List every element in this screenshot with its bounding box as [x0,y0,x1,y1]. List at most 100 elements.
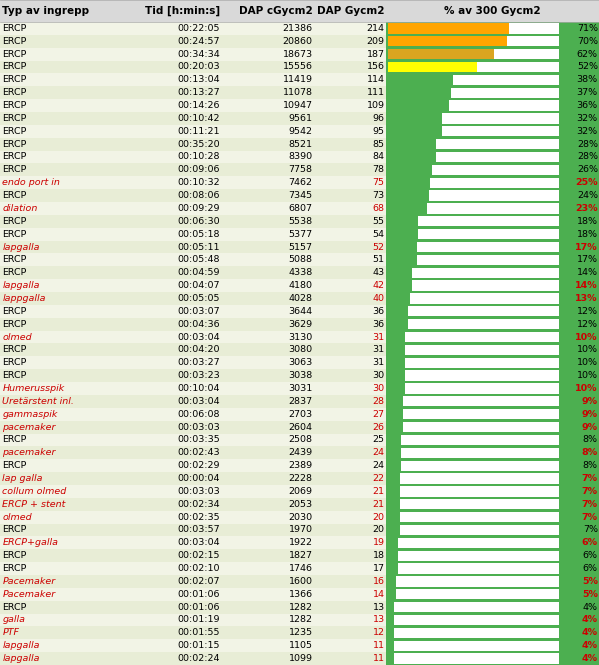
Text: 22: 22 [373,474,385,483]
FancyBboxPatch shape [388,602,559,612]
Text: 5157: 5157 [289,243,313,251]
Text: 00:09:06: 00:09:06 [177,166,220,174]
FancyBboxPatch shape [388,409,403,420]
Text: olmed: olmed [2,513,32,521]
Text: 28%: 28% [577,152,598,162]
Text: 14%: 14% [575,281,598,290]
Text: Uretärstent inl.: Uretärstent inl. [2,397,74,406]
FancyBboxPatch shape [388,396,403,406]
FancyBboxPatch shape [386,549,599,562]
FancyBboxPatch shape [0,588,599,600]
Text: 85: 85 [373,140,385,148]
Text: ERCP: ERCP [2,63,27,71]
Text: 70%: 70% [577,37,598,46]
Text: 8390: 8390 [289,152,313,162]
Text: 17%: 17% [577,255,598,265]
FancyBboxPatch shape [386,434,599,446]
FancyBboxPatch shape [386,35,599,48]
Text: 84: 84 [373,152,385,162]
Text: 5088: 5088 [289,255,313,265]
Text: 20: 20 [373,513,385,521]
Text: 10%: 10% [577,358,598,367]
FancyBboxPatch shape [0,150,599,164]
Text: 3038: 3038 [289,371,313,380]
Text: 7345: 7345 [289,191,313,200]
FancyBboxPatch shape [388,319,408,329]
FancyBboxPatch shape [0,0,599,22]
FancyBboxPatch shape [388,383,559,394]
FancyBboxPatch shape [388,165,559,175]
Text: ERCP: ERCP [2,75,27,84]
Text: 00:01:55: 00:01:55 [177,628,220,637]
FancyBboxPatch shape [388,628,394,638]
FancyBboxPatch shape [386,498,599,511]
FancyBboxPatch shape [388,370,559,381]
Text: 00:03:04: 00:03:04 [177,539,220,547]
Text: DAP Gycm2: DAP Gycm2 [317,6,385,16]
FancyBboxPatch shape [386,318,599,331]
Text: 1099: 1099 [289,654,313,663]
Text: 2228: 2228 [289,474,313,483]
FancyBboxPatch shape [0,639,599,652]
Text: 75: 75 [373,178,385,188]
FancyBboxPatch shape [0,73,599,86]
Text: 7%: 7% [583,525,598,535]
Text: ERCP: ERCP [2,358,27,367]
Text: ERCP: ERCP [2,436,27,444]
Text: 9%: 9% [582,422,598,432]
FancyBboxPatch shape [386,125,599,138]
FancyBboxPatch shape [388,577,396,587]
Text: 5%: 5% [582,577,598,586]
Text: ERCP+galla: ERCP+galla [2,539,58,547]
FancyBboxPatch shape [388,551,559,561]
Text: 15556: 15556 [283,63,313,71]
Text: 1970: 1970 [289,525,313,535]
FancyBboxPatch shape [386,48,599,61]
FancyBboxPatch shape [388,139,435,149]
Text: 2439: 2439 [289,448,313,458]
FancyBboxPatch shape [388,563,398,574]
Text: 156: 156 [367,63,385,71]
Text: 1235: 1235 [289,628,313,637]
Text: 1105: 1105 [289,641,313,650]
FancyBboxPatch shape [386,331,599,343]
FancyBboxPatch shape [388,409,559,420]
Text: 6%: 6% [583,564,598,573]
Text: 00:03:23: 00:03:23 [177,371,220,380]
FancyBboxPatch shape [388,499,559,509]
FancyBboxPatch shape [386,382,599,395]
Text: lapgalla: lapgalla [2,243,40,251]
FancyBboxPatch shape [0,421,599,434]
FancyBboxPatch shape [0,356,599,369]
Text: 24: 24 [373,448,385,458]
FancyBboxPatch shape [388,281,412,291]
Text: 00:03:07: 00:03:07 [177,307,220,316]
Text: ERCP: ERCP [2,140,27,148]
Text: ERCP: ERCP [2,127,27,136]
FancyBboxPatch shape [388,499,400,509]
FancyBboxPatch shape [388,589,396,599]
Text: 8%: 8% [583,436,598,444]
FancyBboxPatch shape [388,602,394,612]
Text: 26: 26 [373,422,385,432]
Text: 1366: 1366 [289,590,313,598]
Text: ERCP: ERCP [2,229,27,239]
Text: ERCP: ERCP [2,461,27,470]
Text: 36: 36 [373,320,385,329]
Text: 3644: 3644 [289,307,313,316]
Text: ERCP + stent: ERCP + stent [2,499,66,509]
FancyBboxPatch shape [386,343,599,356]
FancyBboxPatch shape [386,215,599,227]
FancyBboxPatch shape [0,472,599,485]
Text: ERCP: ERCP [2,371,27,380]
FancyBboxPatch shape [386,395,599,408]
FancyBboxPatch shape [388,178,430,188]
FancyBboxPatch shape [0,549,599,562]
Text: 19: 19 [373,539,385,547]
Text: 6%: 6% [582,539,598,547]
FancyBboxPatch shape [388,242,417,252]
Text: 17: 17 [373,564,385,573]
FancyBboxPatch shape [386,600,599,614]
Text: 187: 187 [367,50,385,59]
FancyBboxPatch shape [386,446,599,460]
